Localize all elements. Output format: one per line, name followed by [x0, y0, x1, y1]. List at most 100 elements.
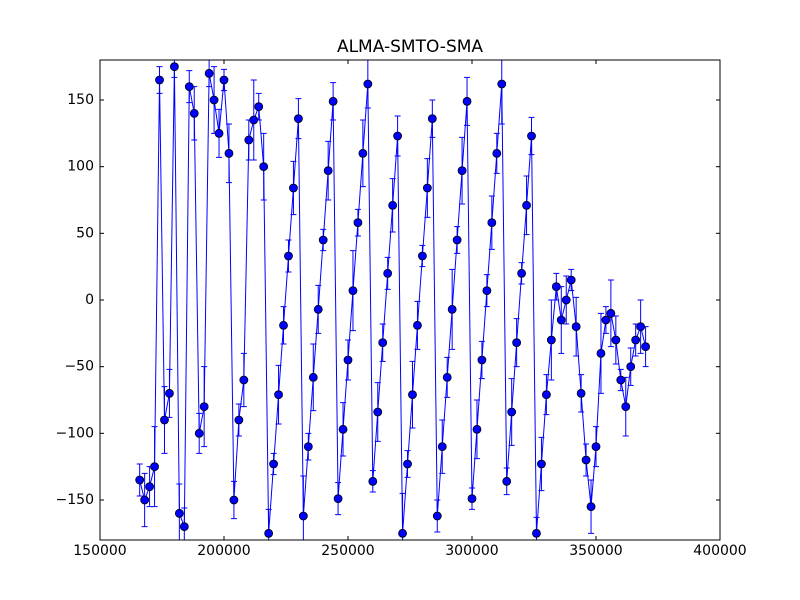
- data-point: [293, 114, 303, 124]
- data-point: [522, 200, 531, 210]
- data-point: [408, 390, 417, 400]
- data-point: [289, 183, 298, 193]
- data-point: [467, 494, 477, 504]
- data-point: [373, 407, 383, 417]
- data-point: [398, 528, 407, 538]
- data-point: [239, 375, 249, 385]
- y-tick-label: 100: [67, 159, 94, 175]
- chart-title: ALMA-SMTO-SMA: [337, 37, 483, 57]
- x-tick-label: 400000: [693, 543, 746, 559]
- data-point: [353, 218, 363, 228]
- data-point: [284, 251, 293, 261]
- data-point: [383, 268, 393, 278]
- data-point: [561, 295, 571, 305]
- data-point: [318, 235, 328, 245]
- data-point: [328, 96, 338, 106]
- data-point: [631, 335, 641, 345]
- data-point: [199, 402, 209, 412]
- data-point: [606, 308, 616, 318]
- y-tick-label: −100: [56, 425, 94, 441]
- y-tick-label: −50: [64, 359, 94, 375]
- data-point: [338, 424, 348, 434]
- data-point: [447, 304, 457, 314]
- plot-content: [135, 60, 650, 540]
- data-point: [274, 390, 283, 400]
- data-point: [363, 79, 373, 89]
- data-point: [254, 102, 264, 112]
- data-point: [487, 218, 497, 228]
- x-tick-label: 350000: [569, 543, 622, 559]
- data-point: [308, 372, 318, 382]
- data-point: [234, 415, 244, 425]
- data-point: [160, 415, 169, 425]
- axes: 150000 200000 250000 300000 350000 400000 −150…: [56, 60, 747, 559]
- data-point: [229, 495, 239, 505]
- data-point: [135, 475, 145, 485]
- data-point: [472, 424, 482, 434]
- data-point: [323, 166, 333, 176]
- data-point: [527, 131, 536, 141]
- y-tick-label: −150: [56, 492, 94, 508]
- data-point: [601, 315, 611, 325]
- data-point: [482, 286, 492, 296]
- data-point: [184, 82, 194, 92]
- data-point: [437, 442, 447, 452]
- data-point: [358, 148, 368, 158]
- data-point: [462, 96, 472, 106]
- data-point: [194, 428, 204, 438]
- data-point: [417, 251, 427, 261]
- data-point: [596, 348, 606, 358]
- data-point: [442, 372, 452, 382]
- data-point: [279, 320, 288, 330]
- data-point: [576, 388, 586, 398]
- data-point: [155, 75, 164, 85]
- data-point: [189, 108, 199, 118]
- data-point: [313, 304, 323, 314]
- x-tick-label: 300000: [445, 543, 498, 559]
- data-point: [477, 355, 487, 365]
- data-point: [393, 131, 403, 141]
- data-point: [303, 442, 313, 452]
- data-point: [214, 128, 224, 138]
- data-point: [179, 522, 189, 532]
- data-point: [298, 511, 308, 521]
- data-point: [546, 335, 556, 345]
- data-point: [551, 282, 561, 292]
- data-point: [244, 135, 254, 145]
- data-point: [427, 114, 437, 124]
- data-point: [150, 462, 159, 472]
- data-point: [512, 338, 522, 348]
- data-point: [566, 275, 576, 285]
- y-tick-label: 0: [85, 292, 94, 308]
- data-point: [492, 148, 502, 158]
- x-tick-label: 250000: [321, 543, 374, 559]
- data-point: [422, 183, 432, 193]
- data-point: [571, 322, 581, 332]
- data-point: [413, 320, 422, 330]
- plot-frame: [99, 59, 721, 541]
- data-point: [249, 115, 259, 125]
- data-point: [368, 476, 378, 486]
- data-point: [264, 528, 274, 538]
- data-point: [586, 502, 596, 512]
- data-point: [581, 455, 591, 465]
- data-point: [388, 200, 398, 210]
- data-point: [591, 442, 601, 452]
- data-point: [532, 528, 541, 538]
- data-point: [219, 75, 229, 85]
- data-point: [611, 335, 621, 345]
- data-point: [224, 148, 234, 158]
- data-point: [165, 388, 174, 398]
- data-point: [641, 342, 650, 352]
- data-point: [209, 95, 219, 105]
- data-point: [616, 375, 626, 385]
- data-point: [140, 495, 150, 505]
- data-point: [517, 268, 526, 278]
- data-point: [497, 79, 507, 89]
- data-point: [621, 402, 631, 412]
- data-point: [378, 338, 388, 348]
- data-point: [204, 68, 214, 78]
- y-tick-label: 50: [76, 225, 94, 241]
